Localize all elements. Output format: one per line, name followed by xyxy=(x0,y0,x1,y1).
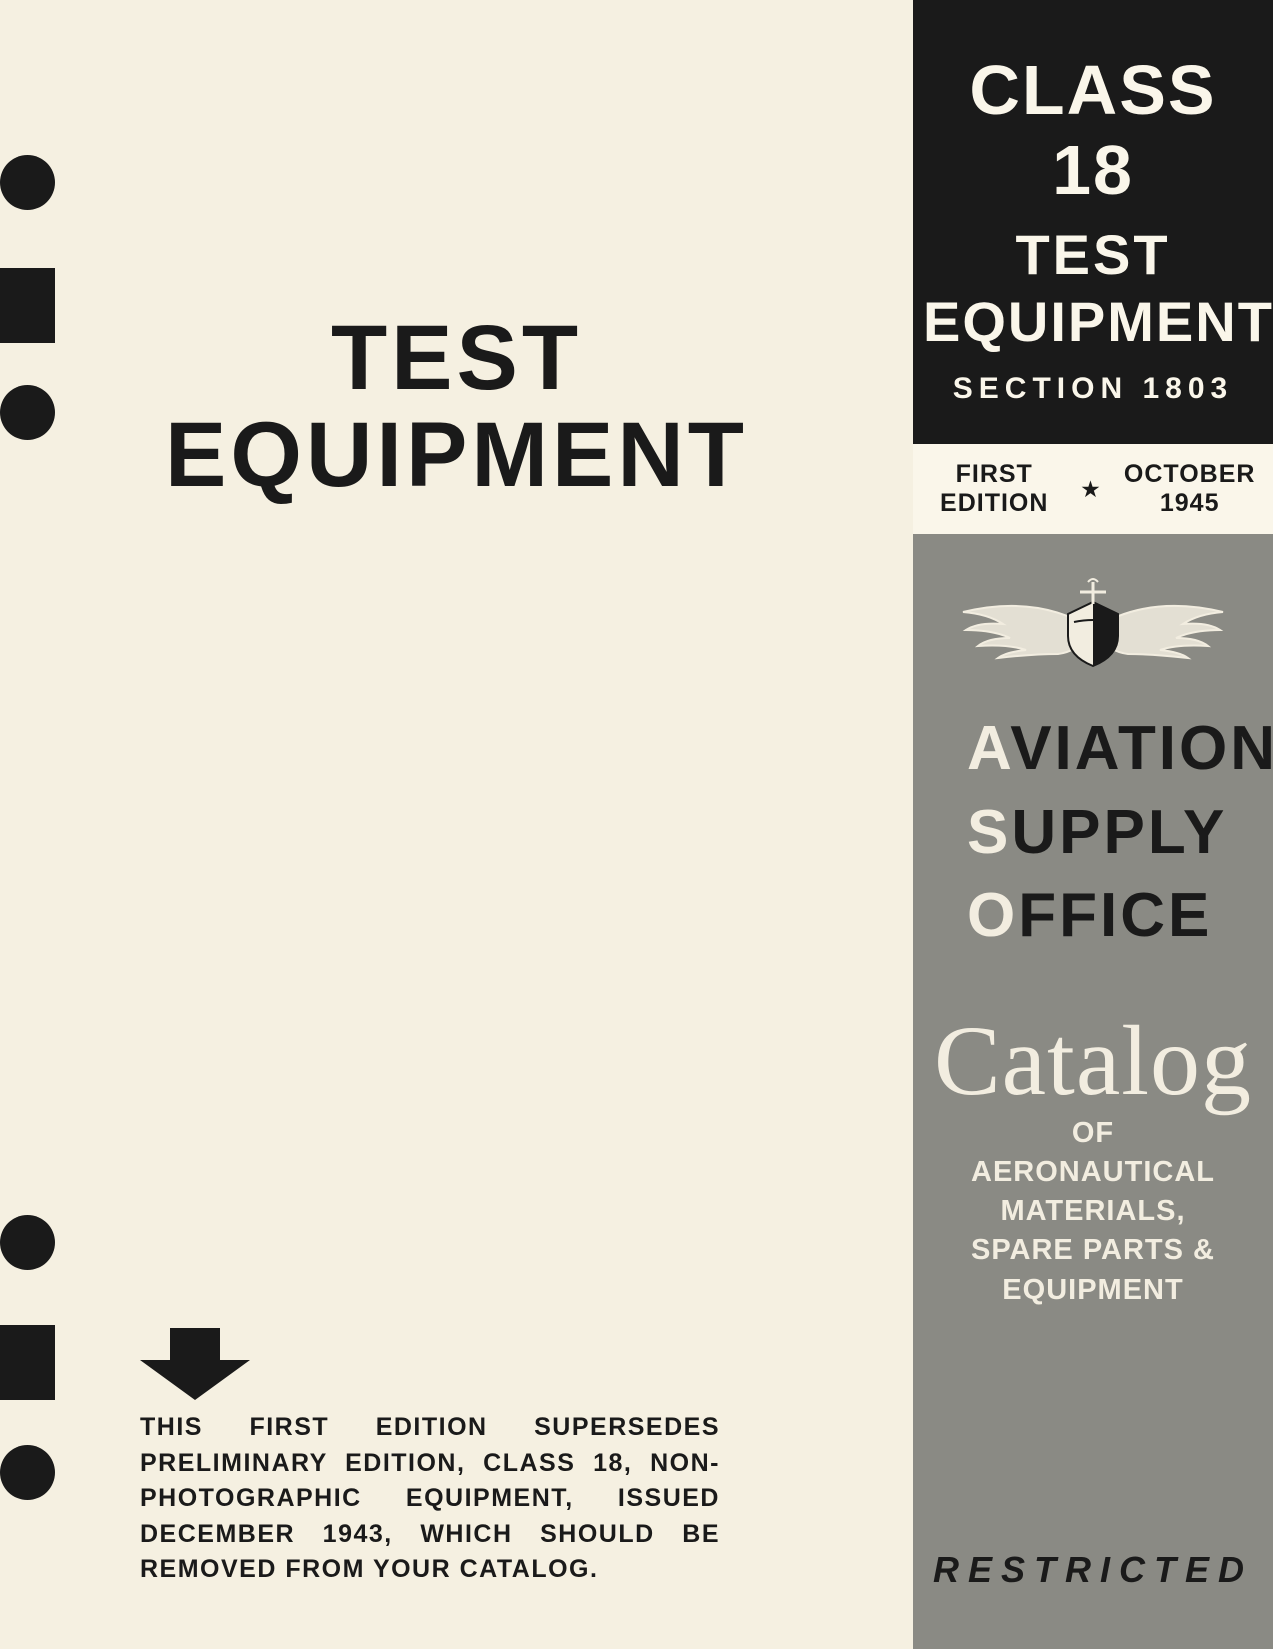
main-panel: TEST EQUIPMENT THIS FIRST EDITION SUPERS… xyxy=(0,0,913,1649)
edition-right: OCTOBER 1945 xyxy=(1114,460,1265,518)
binder-tab xyxy=(0,1325,55,1400)
binder-hole xyxy=(0,155,55,210)
arrow-down-icon xyxy=(140,1328,250,1400)
aso-office: OFFICE xyxy=(967,874,1273,958)
class-label: CLASS 18 xyxy=(923,50,1263,210)
sidebar: CLASS 18 TEST EQUIPMENT SECTION 1803 FIR… xyxy=(913,0,1273,1649)
star-icon: ★ xyxy=(1081,477,1100,502)
edition-strip: FIRST EDITION ★ OCTOBER 1945 xyxy=(913,444,1273,534)
class-block: CLASS 18 TEST EQUIPMENT SECTION 1803 xyxy=(913,0,1273,444)
main-title: TEST EQUIPMENT xyxy=(165,310,748,503)
binder-hole xyxy=(0,385,55,440)
catalog-script: Catalog xyxy=(913,1016,1273,1106)
aso-block: AVIATION SUPPLY OFFICE Catalog OF AERONA… xyxy=(913,534,1273,1649)
main-title-line1: TEST xyxy=(165,310,748,407)
aso-acronym: AVIATION SUPPLY OFFICE xyxy=(913,707,1273,958)
section-label: SECTION 1803 xyxy=(923,372,1263,406)
class-subtitle-1: TEST xyxy=(923,222,1263,287)
binder-tab xyxy=(0,268,55,343)
aso-aviation: AVIATION xyxy=(967,707,1273,791)
main-title-line2: EQUIPMENT xyxy=(165,407,748,504)
aso-supply: SUPPLY xyxy=(967,791,1273,875)
restricted-label: RESTRICTED xyxy=(913,1549,1273,1591)
class-subtitle-2: EQUIPMENT xyxy=(923,289,1263,354)
catalog-subtitle: OF AERONAUTICAL MATERIALS, SPARE PARTS &… xyxy=(913,1114,1273,1310)
document-page: TEST EQUIPMENT THIS FIRST EDITION SUPERS… xyxy=(0,0,1273,1649)
binder-hole xyxy=(0,1445,55,1500)
binder-hole xyxy=(0,1215,55,1270)
wings-emblem-icon xyxy=(948,574,1238,689)
supersede-note: THIS FIRST EDITION SUPERSEDES PRELIMINAR… xyxy=(140,1410,720,1588)
edition-left: FIRST EDITION xyxy=(921,460,1067,518)
